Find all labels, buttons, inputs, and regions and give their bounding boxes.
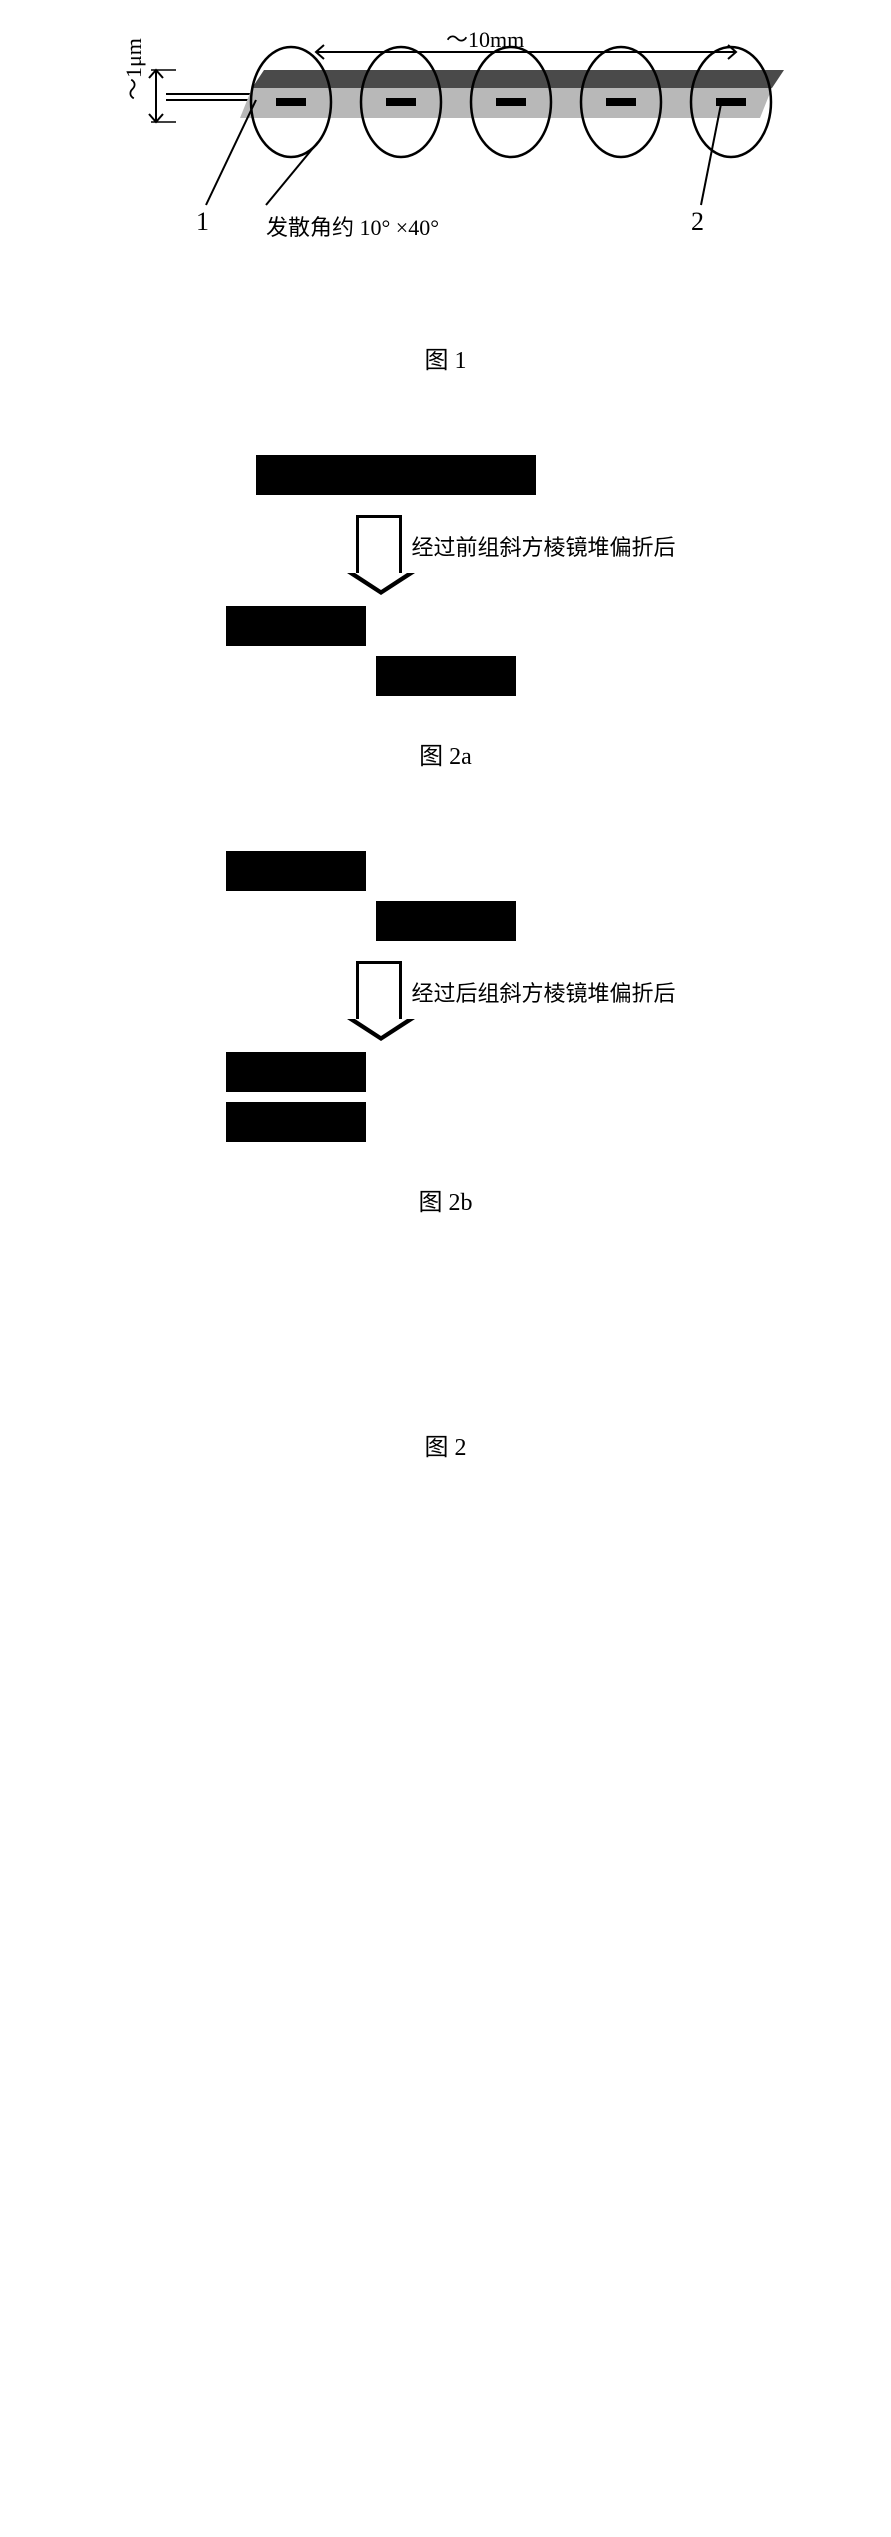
arrow-icon [356,961,402,1022]
arrow-label-2b: 经过后组斜方棱镜堆偏折后 [412,976,676,1008]
figure-2a-caption: 图 2a [30,736,861,771]
figure-1-caption: 图 1 [30,340,861,375]
ref-2-text: 2 [691,207,704,236]
figure-2b: 经过后组斜方棱镜堆偏折后 图 2b [30,851,861,1217]
left-dimension-text: ～1μm [121,38,146,100]
laser-bar-top [252,70,784,88]
leader-1 [206,100,256,205]
arrow-icon [356,515,402,576]
figure-1: ～10mm ～1μm 1 发散角约 10° ×40° 2 图 1 [30,30,861,375]
figure-1-svg: ～10mm ～1μm 1 发散角约 10° ×40° 2 [96,30,796,310]
ref-1-text: 1 [196,207,209,236]
arrow-row-2b: 经过后组斜方棱镜堆偏折后 [356,961,696,1022]
output-bar-top [226,1052,366,1092]
output-bar-left [226,606,366,646]
figure-1-diagram: ～10mm ～1μm 1 发散角约 10° ×40° 2 [96,30,796,310]
input-bar-right [376,901,516,941]
figure-2-caption: 图 2 [30,1427,861,1462]
arrow-row-2a: 经过前组斜方棱镜堆偏折后 [356,515,696,576]
divergence-text: 发散角约 10° ×40° [266,215,439,240]
input-offset-bars [196,851,696,941]
left-dimension [149,70,176,122]
figure-2b-caption: 图 2b [30,1182,861,1217]
arrow-label-2a: 经过前组斜方棱镜堆偏折后 [412,530,676,562]
figure-2a: 经过前组斜方棱镜堆偏折后 图 2a [30,455,861,771]
top-dimension-text: ～10mm [446,30,524,52]
output-bar-right [376,656,516,696]
input-bar-left [226,851,366,891]
offset-bars [196,606,696,696]
figure-2b-diagram: 经过后组斜方棱镜堆偏折后 [196,851,696,1142]
output-bar-bottom [226,1102,366,1142]
input-bar-long [256,455,536,495]
figure-2a-diagram: 经过前组斜方棱镜堆偏折后 [196,455,696,696]
stacked-bars [196,1052,696,1142]
